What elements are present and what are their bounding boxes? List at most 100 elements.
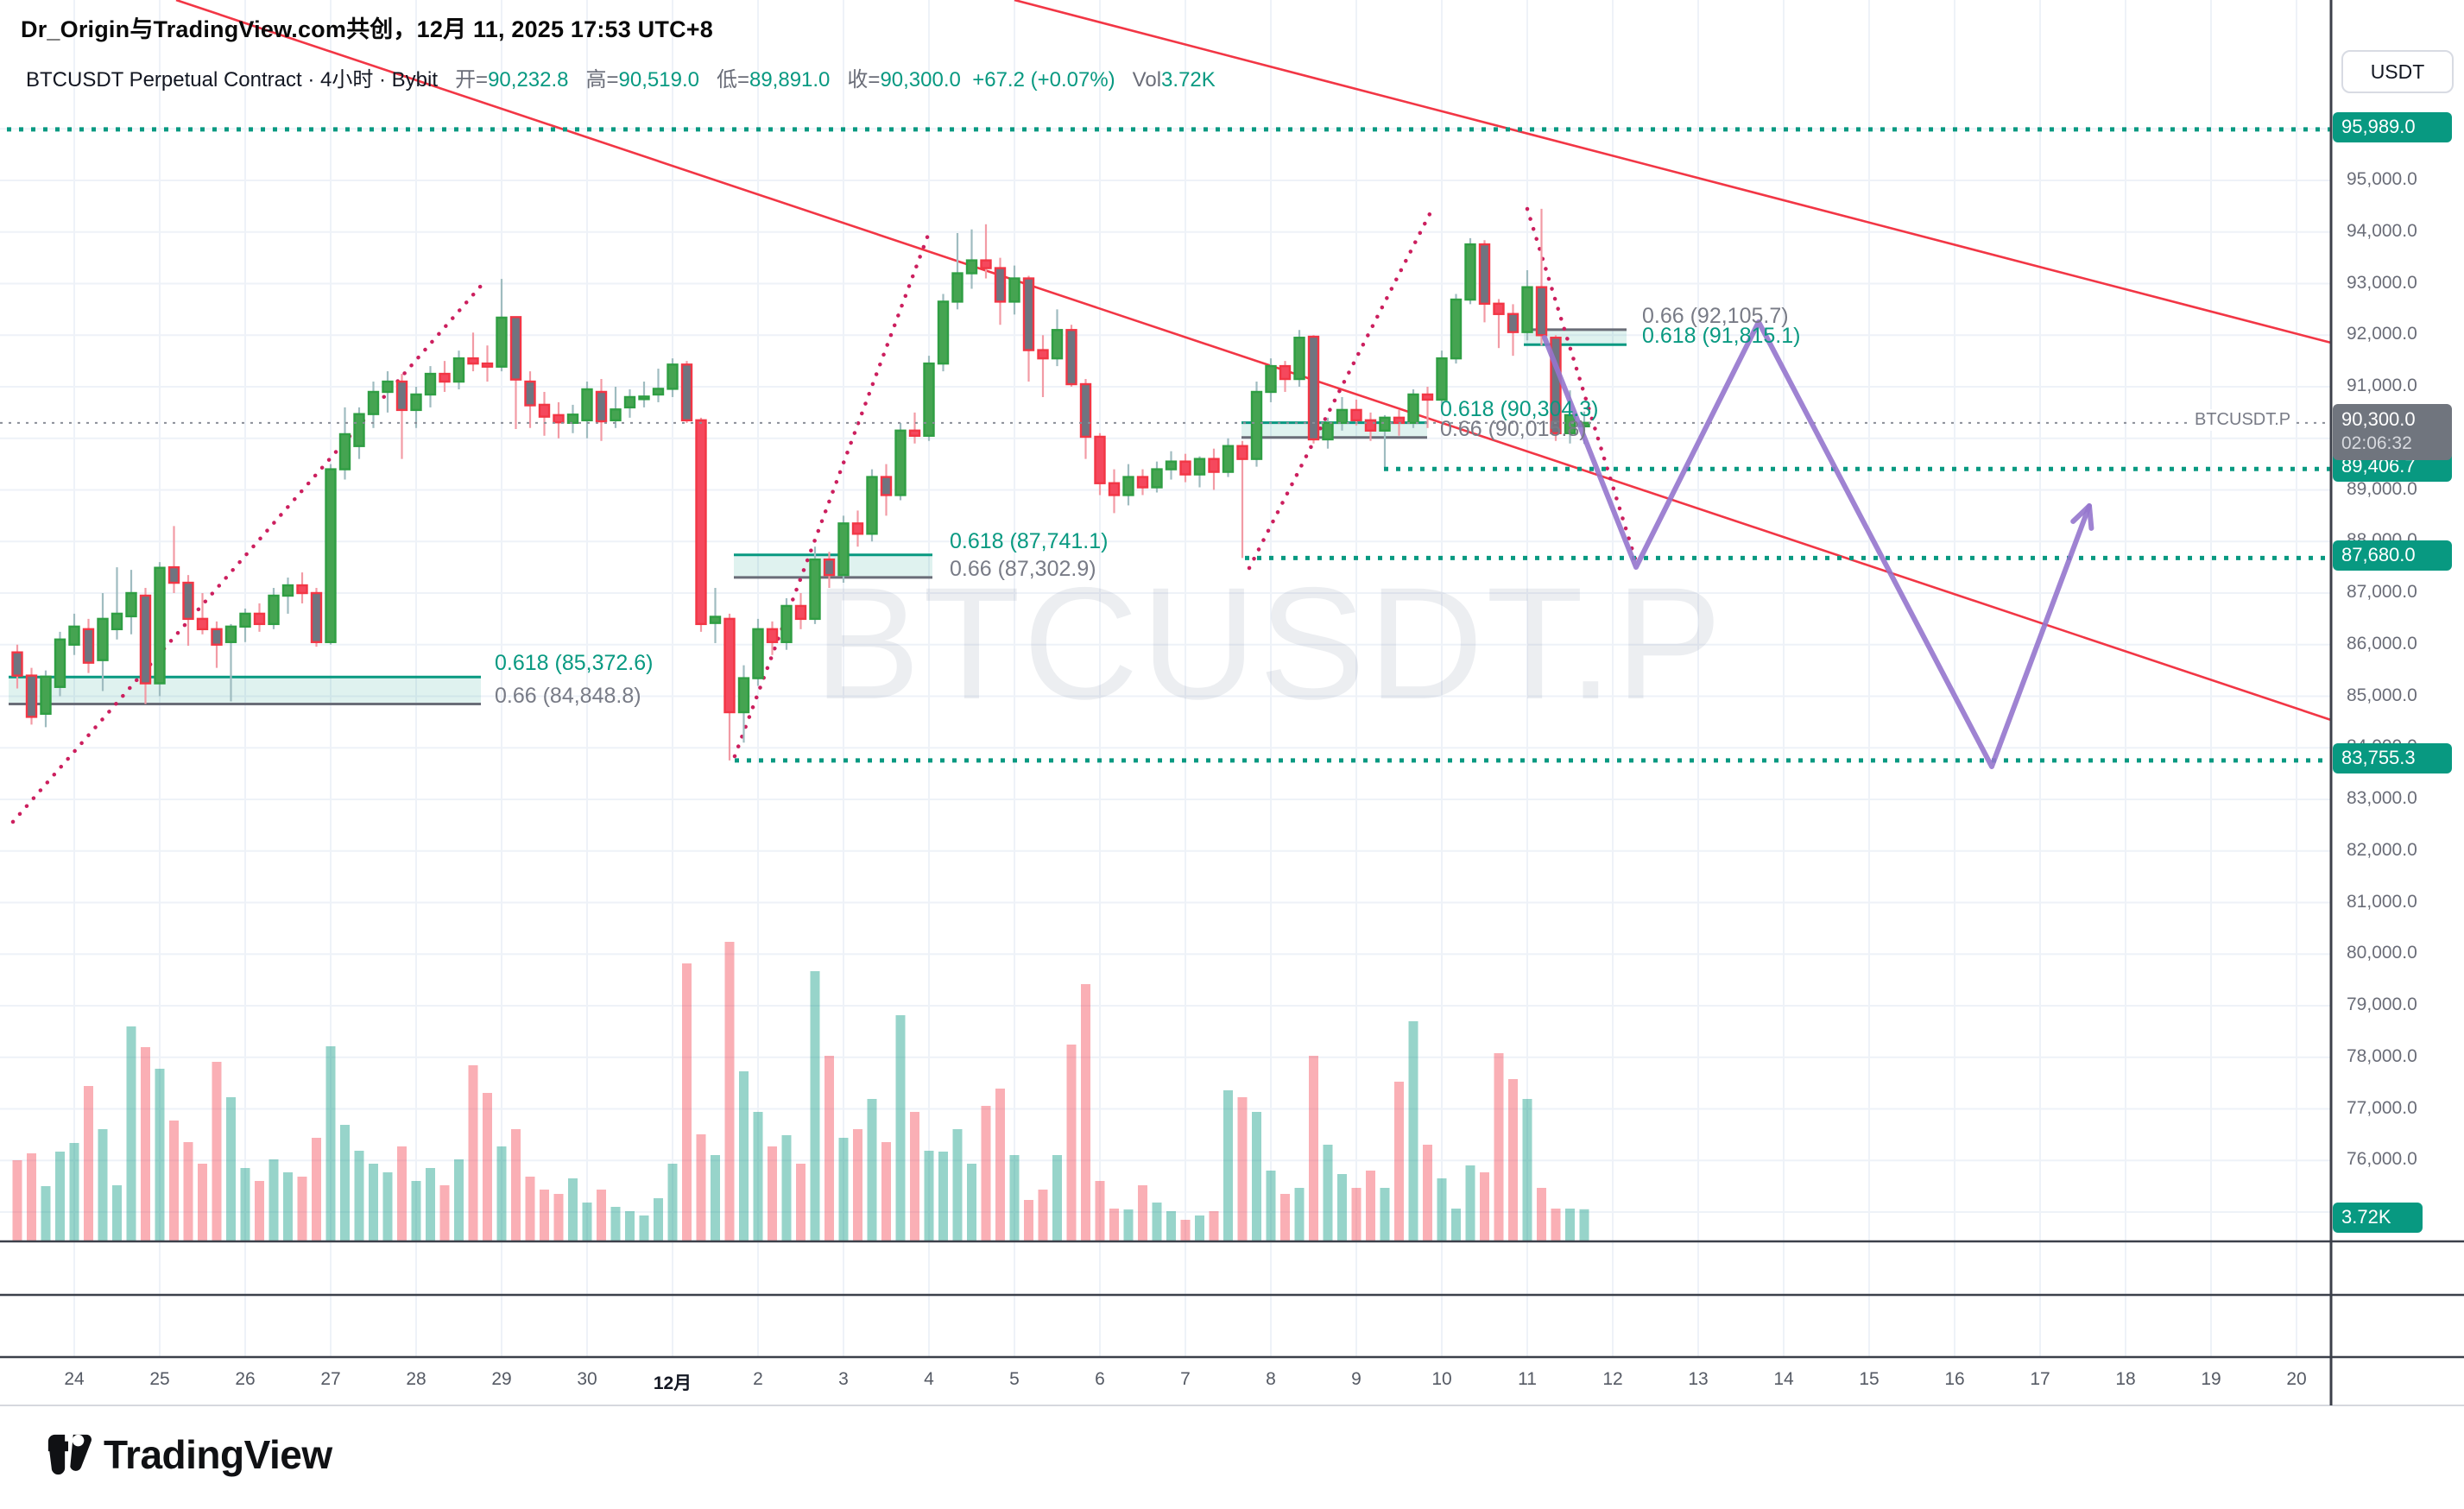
candle <box>851 522 864 535</box>
candle <box>1535 286 1548 337</box>
candle <box>610 408 622 422</box>
candle <box>1151 468 1163 489</box>
candle <box>1450 298 1463 360</box>
candle <box>268 594 280 626</box>
volume-bar <box>1294 1188 1305 1241</box>
volume-bar <box>1266 1171 1276 1241</box>
candle <box>1222 445 1235 473</box>
candle <box>766 628 779 643</box>
symbol-legend[interactable]: BTCUSDT Perpetual Contract · 4小时 · Bybit… <box>26 62 1216 92</box>
current-price-badge: 90,300.0 02:06:32 <box>2333 403 2452 460</box>
time-axis-label: 16 <box>1944 1369 1965 1389</box>
candle <box>139 594 152 685</box>
fib-92105-zone[interactable] <box>1524 329 1627 345</box>
tradingview-logo[interactable]: TradingView <box>45 1431 332 1478</box>
volume-bar <box>283 1172 293 1241</box>
volume-bar <box>654 1198 663 1241</box>
dotted-swing-line-4[interactable] <box>1525 206 1640 567</box>
level-price-badge: 95,989.0 <box>2333 111 2452 142</box>
candle <box>1108 482 1121 496</box>
fib-92105-label: 0.66 (92,105.7) <box>1642 303 1789 328</box>
volume-badge: 3.72K <box>2333 1202 2423 1233</box>
volume-bar <box>1309 1056 1318 1241</box>
candle <box>1507 313 1519 333</box>
time-axis-label: 18 <box>2115 1369 2136 1389</box>
price-tick-label: 92,000.0 <box>2347 324 2417 344</box>
volume-bar <box>768 1146 777 1241</box>
candle <box>623 395 636 409</box>
candle <box>1208 458 1220 473</box>
candle <box>695 419 707 626</box>
fib-85372-zone[interactable] <box>9 677 481 704</box>
candle <box>97 617 109 661</box>
time-axis-label: 14 <box>1773 1369 1794 1389</box>
zigzag-projection[interactable] <box>1542 319 2092 769</box>
candle <box>182 581 194 621</box>
candle <box>395 380 408 412</box>
open-value: 90,232.8 <box>488 68 569 92</box>
price-tick-label: 82,000.0 <box>2347 839 2417 860</box>
change-value: +67.2 (+0.07%) <box>972 68 1115 92</box>
volume-bar <box>1109 1209 1119 1241</box>
volume-bar <box>1579 1209 1589 1241</box>
volume-bar <box>1223 1090 1233 1241</box>
volume-bar <box>1038 1190 1048 1241</box>
time-axis-label: 10 <box>1431 1369 1452 1389</box>
volume-bar <box>553 1194 564 1241</box>
volume-bar <box>141 1047 150 1241</box>
volume-bar <box>269 1159 279 1241</box>
candle <box>382 380 394 394</box>
time-axis-label: 7 <box>1180 1369 1191 1389</box>
candle <box>1350 408 1362 422</box>
volume-bar <box>1508 1079 1518 1241</box>
volume-bar <box>625 1211 635 1241</box>
volume-bar <box>468 1065 478 1241</box>
candle <box>524 380 536 407</box>
volume-bar <box>511 1129 521 1241</box>
close-label: 收= <box>847 68 881 92</box>
volume-bar <box>126 1026 136 1241</box>
volume-bar <box>952 1129 963 1241</box>
descending-trendline-1[interactable] <box>175 0 2332 722</box>
currency-toggle-button[interactable]: USDT <box>2341 50 2454 93</box>
candle <box>111 612 123 631</box>
time-axis-label: 6 <box>1095 1369 1105 1389</box>
volume-bar <box>796 1164 806 1241</box>
dotted-swing-line-1[interactable] <box>10 282 484 824</box>
low-label: 低= <box>716 68 749 92</box>
candle <box>553 414 565 424</box>
volume-bar <box>454 1159 464 1241</box>
candle <box>709 616 722 624</box>
volume-bar <box>439 1185 450 1241</box>
volume-bar <box>1237 1097 1248 1241</box>
candle <box>1037 349 1049 360</box>
volume-bar <box>667 1164 678 1241</box>
dotted-swing-line-2[interactable] <box>732 225 933 759</box>
fib-85372-label: 0.618 (85,372.6) <box>495 651 654 676</box>
candle <box>638 395 650 401</box>
volume-bar <box>1123 1209 1134 1241</box>
candle <box>1464 243 1476 301</box>
price-tick-label: 87,000.0 <box>2347 582 2417 602</box>
candle <box>667 363 679 390</box>
volume-bar <box>69 1143 79 1241</box>
volume-bar <box>853 1129 862 1241</box>
volume-bar <box>340 1125 350 1241</box>
candle <box>894 429 907 496</box>
level-price-badge: 87,680.0 <box>2333 540 2452 571</box>
volume-bar <box>724 942 735 1241</box>
candle <box>951 272 963 303</box>
volume-bar <box>1195 1215 1204 1241</box>
volume-bar <box>1095 1181 1105 1241</box>
candle <box>1478 243 1491 306</box>
volume-bar <box>397 1146 407 1241</box>
candle <box>1136 476 1149 489</box>
candle <box>1407 393 1419 425</box>
time-axis-label: 30 <box>577 1369 597 1389</box>
descending-trendline-2[interactable] <box>1014 0 2332 344</box>
fib-87741-label: 0.66 (87,302.9) <box>950 556 1096 581</box>
volume-bar <box>84 1086 93 1241</box>
candle <box>1179 460 1191 476</box>
volume-bar <box>1152 1203 1162 1241</box>
